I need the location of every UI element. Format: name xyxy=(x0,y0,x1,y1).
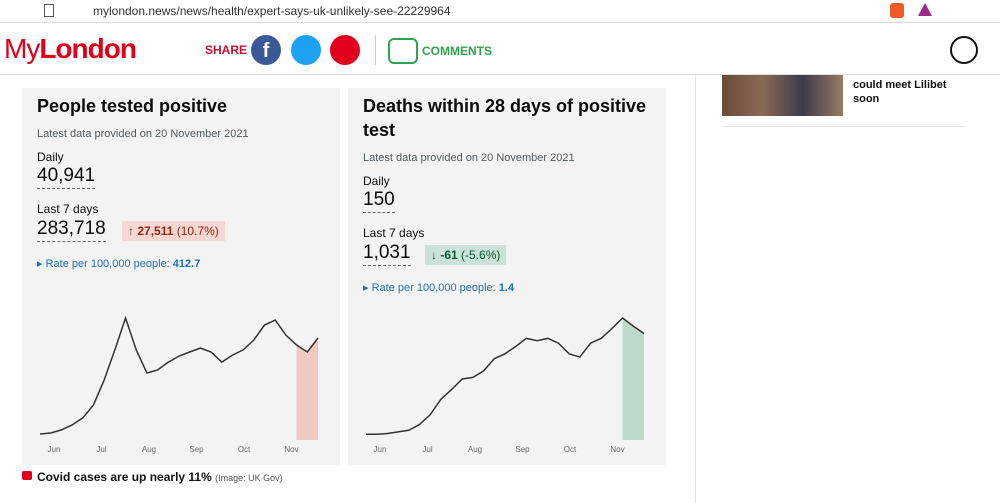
change-pct: (-5.6%) xyxy=(461,248,501,262)
change-value: 27,511 xyxy=(137,224,174,238)
x-tick-label: Oct xyxy=(564,445,577,454)
column-divider xyxy=(695,75,696,503)
week-label: Last 7 days xyxy=(37,202,99,216)
facebook-button[interactable]: f xyxy=(251,35,281,65)
daily-value: 150 xyxy=(363,189,395,213)
logo-my: My xyxy=(4,33,40,64)
rate: ▸ Rate per 100,000 people: 412.7 xyxy=(37,258,201,270)
sidebar-headline[interactable]: could meet Lilibet soon xyxy=(853,79,947,105)
rate-label: Rate per 100,000 people: xyxy=(371,282,496,294)
site-header: MyLondon SHARE f COMMENTS xyxy=(0,23,1000,75)
x-tick-label: Jun xyxy=(48,445,61,454)
link-button[interactable] xyxy=(330,35,360,65)
x-tick-label: Aug xyxy=(142,445,156,454)
rate-value: 412.7 xyxy=(172,258,201,270)
brave-icon[interactable] xyxy=(890,3,904,18)
week-value: 283,718 xyxy=(37,218,106,242)
data-line xyxy=(39,315,319,435)
card-title: Deaths within 28 days of positive test xyxy=(363,96,647,140)
x-tick-label: Sep xyxy=(189,445,204,454)
x-tick-label: Jul xyxy=(96,445,106,454)
ext-icon[interactable] xyxy=(918,3,932,16)
change-value: -61 xyxy=(440,248,458,262)
caption-credit: (Image: UK Gov) xyxy=(215,473,283,483)
card: Deaths within 28 days of positive test La… xyxy=(348,88,666,465)
share-label: SHARE xyxy=(205,43,248,57)
daily-label: Daily xyxy=(37,150,64,164)
bookmark-icon[interactable] xyxy=(44,4,54,17)
account-icon[interactable] xyxy=(950,36,978,64)
logo-london: London xyxy=(39,33,137,64)
x-tick-label: Aug xyxy=(468,445,482,454)
x-tick-label: Nov xyxy=(610,445,624,454)
logo[interactable]: MyLondon xyxy=(4,33,137,65)
x-tick-label: Oct xyxy=(238,445,251,454)
comments-label[interactable]: COMMENTS xyxy=(422,44,492,58)
last-7-days-area xyxy=(296,337,318,440)
sidebar-divider xyxy=(722,126,966,127)
url[interactable]: mylondon.news/news/health/expert-says-uk… xyxy=(93,4,451,18)
rate: ▸ Rate per 100,000 people: 1.4 xyxy=(363,282,515,294)
last-7-days-area xyxy=(622,318,644,440)
week-value: 1,031 xyxy=(363,242,411,266)
x-tick-label: Sep xyxy=(515,445,530,454)
x-tick-label: Jun xyxy=(374,445,387,454)
change-badge: ↓ -61 (-5.6%) xyxy=(425,245,507,265)
change-badge: ↑ 27,511 (10.7%) xyxy=(122,221,225,241)
change-pct: (10.7%) xyxy=(176,224,219,238)
updated: Latest data provided on 20 November 2021 xyxy=(363,152,575,164)
caption-text: Covid cases are up nearly 11% xyxy=(37,470,212,484)
line-chart: Jun Jul Aug Sep Oct Nov xyxy=(39,315,319,454)
sidebar-image[interactable] xyxy=(722,75,843,116)
x-tick-label: Jul xyxy=(422,445,432,454)
card-title: People tested positive xyxy=(37,96,228,116)
card: People tested positive Latest data provid… xyxy=(22,88,340,465)
data-line xyxy=(366,317,645,436)
twitter-button[interactable] xyxy=(291,35,321,65)
divider xyxy=(375,35,376,65)
daily-label: Daily xyxy=(363,174,390,188)
week-label: Last 7 days xyxy=(363,226,425,240)
comments-icon[interactable] xyxy=(388,38,418,64)
updated: Latest data provided on 20 November 2021 xyxy=(37,128,249,140)
rate-label: Rate per 100,000 people: xyxy=(45,258,170,270)
rate-value: 1.4 xyxy=(498,282,515,294)
daily-value: 40,941 xyxy=(37,165,96,189)
camera-icon xyxy=(22,471,32,480)
caption: Covid cases are up nearly 11% (Image: UK… xyxy=(37,470,283,484)
x-tick-label: Nov xyxy=(284,445,298,454)
address-bar: mylondon.news/news/health/expert-says-uk… xyxy=(0,0,1000,23)
line-chart: Jun Jul Aug Sep Oct Nov xyxy=(366,317,645,454)
